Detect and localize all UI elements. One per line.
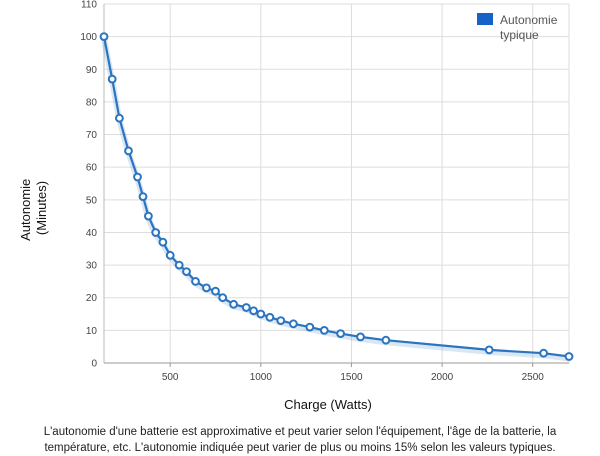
y-axis-title-line1: Autonomie (18, 179, 33, 241)
y-tick-label: 80 (86, 97, 98, 108)
legend-swatch (477, 13, 493, 25)
data-point[interactable] (133, 172, 142, 182)
data-point[interactable] (539, 348, 548, 358)
y-tick-label: 20 (86, 293, 98, 304)
x-tick-label: 500 (162, 372, 179, 383)
data-point[interactable] (124, 146, 133, 156)
x-axis-ticks: 500 1000 1500 2000 2500 (162, 363, 544, 383)
series-line-shadow (101, 38, 570, 362)
x-tick-label: 2500 (522, 372, 545, 383)
data-point[interactable] (144, 211, 153, 221)
y-tick-label: 10 (86, 326, 98, 337)
data-point[interactable] (151, 228, 161, 237)
data-point[interactable] (484, 345, 494, 355)
data-point[interactable] (107, 74, 117, 84)
y-axis-title: Autonomie (Minutes) (18, 175, 49, 241)
y-axis-ticks: 0 10 20 30 40 50 60 70 80 90 100 110 (80, 0, 97, 370)
x-axis-title: Charge (Watts) (284, 397, 372, 412)
data-point[interactable] (256, 309, 266, 319)
data-point[interactable] (564, 352, 574, 361)
chart-grid (104, 3, 569, 364)
runtime-chart: 0 10 20 30 40 50 60 70 80 90 100 110 500 1000 1500 200… (18, 0, 574, 412)
data-point[interactable] (115, 113, 124, 123)
data-point[interactable] (249, 306, 259, 316)
data-point[interactable] (241, 303, 251, 312)
data-point[interactable] (276, 316, 286, 326)
caption-line-1: L'autonomie d'une batterie est approxima… (43, 426, 557, 438)
y-tick-label: 40 (86, 228, 98, 239)
caption-line-2: température, etc. L'autonomie indiquée p… (44, 442, 556, 454)
data-point[interactable] (191, 277, 200, 286)
data-point[interactable] (182, 267, 191, 277)
data-point[interactable] (319, 326, 329, 335)
data-point[interactable] (174, 260, 184, 270)
data-point[interactable] (229, 299, 239, 309)
legend-label-line2: typique (500, 28, 539, 42)
data-point[interactable] (356, 332, 365, 342)
data-point[interactable] (202, 283, 211, 293)
data-point[interactable] (218, 293, 228, 303)
legend[interactable]: Autonomie typique (477, 13, 558, 42)
y-tick-label: 70 (86, 130, 98, 141)
plot-area (103, 4, 570, 364)
y-tick-label: 90 (86, 65, 98, 76)
y-tick-label: 60 (86, 163, 98, 174)
data-point[interactable] (138, 192, 148, 202)
series-autonomie-typique (99, 32, 574, 362)
data-point[interactable] (165, 250, 175, 260)
legend-label-line1: Autonomie (500, 13, 558, 27)
x-tick-label: 1500 (340, 372, 363, 383)
y-axis-title-line2: (Minutes) (34, 181, 49, 235)
y-tick-label: 100 (80, 32, 97, 43)
data-point[interactable] (158, 237, 168, 247)
y-tick-label: 30 (86, 261, 98, 272)
data-point[interactable] (305, 322, 315, 332)
data-point[interactable] (265, 312, 275, 322)
series-line (102, 36, 570, 358)
x-tick-label: 2000 (431, 372, 454, 383)
data-point[interactable] (289, 319, 298, 329)
x-tick-label: 1000 (250, 372, 273, 383)
y-tick-label: 50 (86, 195, 98, 206)
data-point[interactable] (336, 329, 346, 339)
data-point[interactable] (211, 286, 220, 296)
y-tick-label: 0 (91, 359, 97, 370)
data-point[interactable] (381, 335, 391, 345)
y-tick-label: 110 (81, 0, 97, 11)
chart-caption: L'autonomie d'une batterie est approxima… (10, 424, 590, 456)
data-point[interactable] (99, 32, 109, 41)
